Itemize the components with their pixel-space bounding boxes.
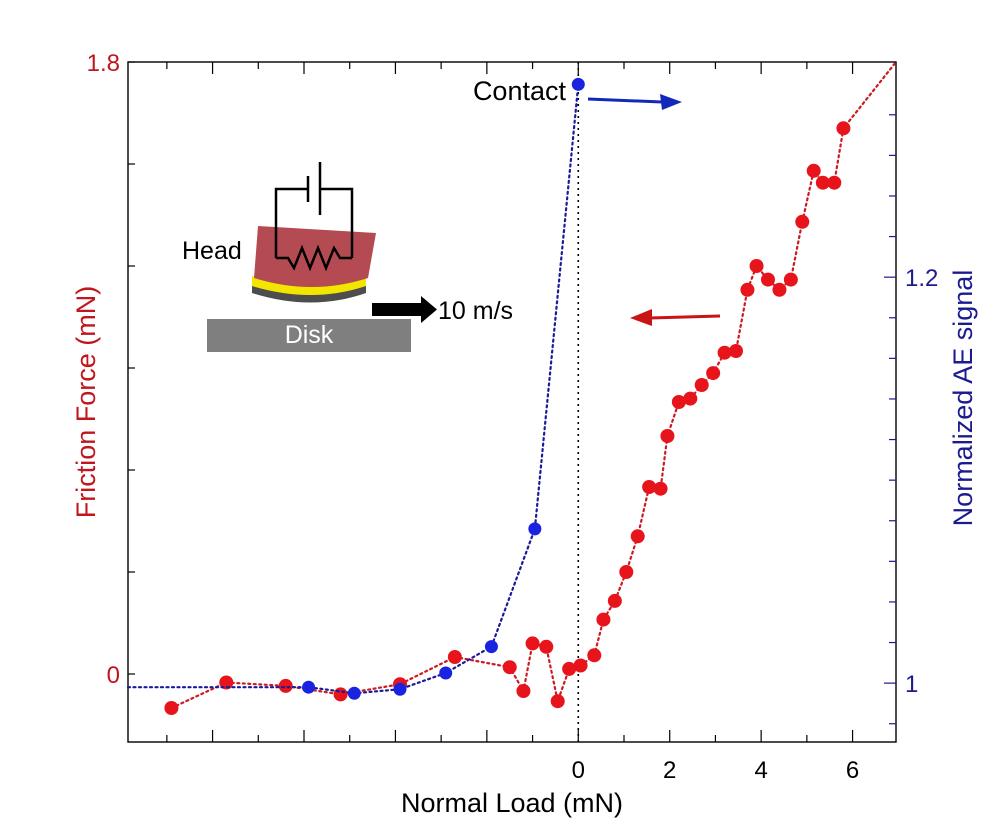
friction-point [783,272,798,287]
friction-point [717,345,732,360]
ae-line [126,83,580,695]
friction-point [694,378,709,392]
head-disk-schematic: Disk Head 10 m/s [182,162,513,352]
circuit-left-wire [274,187,308,258]
friction-point [164,701,179,715]
plot-frame [127,61,897,743]
friction-point [740,282,755,297]
friction-point [815,175,830,190]
left-axis-label: Friction Force (mN) [71,286,101,519]
ae-point [347,686,361,700]
friction-point [683,391,698,406]
friction-point [642,480,657,494]
speed-label: 10 m/s [438,297,513,325]
head-label: Head [182,237,242,265]
friction-point [587,648,602,663]
friction-point [836,121,851,136]
left-axis-ticks: 01.8 [87,50,135,689]
friction-point [596,612,611,627]
x-tick-label: 2 [663,757,676,784]
disk-shape [207,319,411,352]
speed-arrow-head [421,296,437,323]
friction-point [630,529,645,544]
friction-point [706,366,721,381]
friction-point [806,163,821,178]
friction-point [653,481,668,496]
friction-point [525,636,540,651]
right-y-tick-label: 1 [905,671,918,698]
friction-point [539,639,554,654]
x-tick-label: 4 [754,757,767,784]
x-axis-label: Normal Load (mN) [401,788,623,818]
friction-point [619,565,634,579]
friction-point [607,593,622,608]
right-y-tick-label: 1.2 [905,265,938,292]
left-y-tick-label: 1.8 [87,50,120,77]
ae-point [302,680,316,694]
right-axis-label: Normalized AE signal [948,270,978,527]
friction-point [562,661,577,676]
ae-point [484,640,498,654]
friction-point [749,259,764,273]
circuit-right-wire [320,187,354,258]
friction-point [550,694,565,709]
ae-point [393,682,407,696]
left-y-tick-label: 0 [107,662,120,689]
friction-point [333,687,348,702]
friction-series [164,60,898,715]
x-tick-label: 6 [846,757,859,784]
friction-point [827,175,842,190]
ae-axis-arrow [587,94,682,110]
friction-point [447,650,462,664]
ae-series [126,77,585,700]
disk-label: Disk [285,321,334,349]
right-axis-ticks: 11.2 [884,114,938,725]
speed-arrow-shaft [372,303,422,316]
friction-point [671,395,686,409]
friction-point [761,272,775,287]
friction-point [573,658,588,673]
friction-point [516,684,531,698]
contact-annotation: Contact [473,76,567,106]
x-axis-ticks: 0 2 4 6 [166,62,859,784]
friction-point [795,214,810,229]
friction-point [502,660,517,675]
friction-point [729,344,743,358]
friction-point [219,675,234,690]
friction-axis-arrow [630,309,721,326]
friction-point [660,429,675,443]
ae-point [528,522,542,536]
heater-resistor [276,244,352,272]
ae-point [439,666,453,680]
friction-point [772,282,787,297]
friction-line [170,60,898,710]
x-tick-label: 0 [572,757,585,784]
ae-point [571,77,585,91]
friction-point [278,678,293,693]
